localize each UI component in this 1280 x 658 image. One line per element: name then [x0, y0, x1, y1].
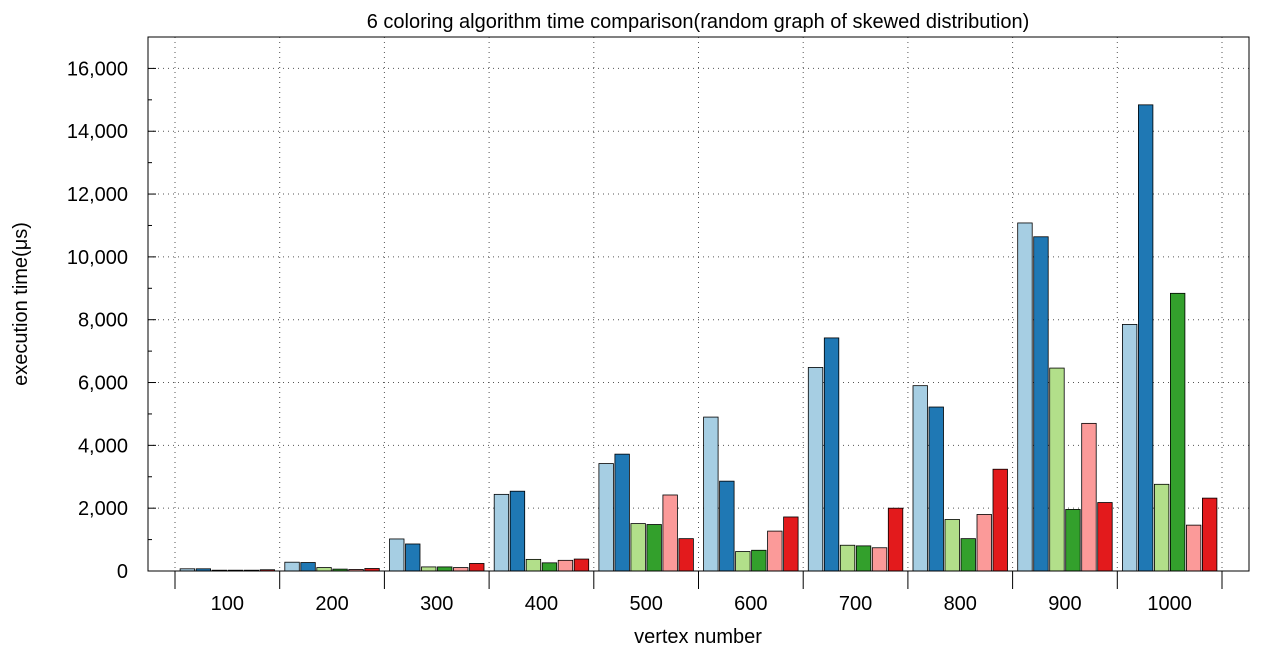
- bar: [557, 559, 574, 572]
- x-tick-label: 200: [315, 593, 348, 615]
- bar: [912, 385, 928, 572]
- bar: [1017, 222, 1033, 572]
- x-tick-label: 800: [944, 593, 977, 615]
- bar: [1186, 524, 1202, 572]
- bar: [541, 562, 558, 572]
- bar: [1154, 483, 1170, 572]
- y-tick-label: 2,000: [78, 498, 128, 520]
- x-tick-label: 100: [211, 593, 244, 615]
- bar: [703, 416, 719, 572]
- x-axis: 100 200 300 400 500 600 700 800 900 1000: [174, 571, 1223, 615]
- bar: [992, 468, 1008, 572]
- bar: [389, 538, 405, 572]
- bar: [1170, 292, 1186, 572]
- bar: [783, 516, 799, 572]
- y-tick-label: 4,000: [78, 435, 128, 457]
- x-tick-label: 900: [1048, 593, 1081, 615]
- y-tick-label: 8,000: [78, 310, 128, 332]
- bar: [767, 530, 783, 572]
- bar: [823, 337, 840, 572]
- bar: [509, 490, 526, 572]
- bar: [469, 563, 485, 572]
- bar: [493, 493, 510, 572]
- bar: [646, 524, 662, 572]
- bar: [871, 547, 888, 572]
- y-tick-label: 0: [117, 561, 128, 583]
- bar: [855, 545, 872, 572]
- bar: [1202, 497, 1218, 572]
- bar: [1081, 422, 1097, 572]
- y-tick-label: 10,000: [67, 247, 128, 269]
- y-tick-label: 12,000: [67, 184, 128, 206]
- bar: [630, 523, 646, 572]
- bar: [735, 551, 751, 572]
- bar: [928, 406, 944, 572]
- y-axis-label: execution time(μs): [10, 222, 32, 386]
- chart-title: 6 coloring algorithm time comparison(ran…: [367, 11, 1030, 33]
- bar: [525, 558, 542, 572]
- bar: [453, 567, 469, 572]
- bar: [1122, 324, 1138, 572]
- bar: [598, 463, 614, 572]
- bar: [662, 494, 678, 572]
- bar: [751, 549, 767, 572]
- bar: [1065, 509, 1081, 572]
- bar: [437, 566, 453, 572]
- bars-layer: [179, 104, 1218, 572]
- bar: [976, 514, 992, 572]
- x-axis-label: vertex number: [634, 626, 762, 648]
- x-tick-label: 400: [525, 593, 558, 615]
- bar: [839, 544, 856, 572]
- bar: [300, 562, 316, 572]
- bar: [1097, 502, 1113, 572]
- bar: [1033, 236, 1049, 572]
- bar: [284, 561, 300, 572]
- y-tick-label: 6,000: [78, 373, 128, 395]
- bar: [316, 567, 332, 572]
- grid-lines: [148, 37, 1249, 571]
- y-tick-label: 14,000: [67, 121, 128, 143]
- bar: [807, 367, 824, 572]
- bar: [573, 558, 590, 572]
- bar: [1049, 367, 1065, 572]
- bar: [678, 538, 694, 572]
- bar: [421, 566, 437, 572]
- x-tick-label: 1000: [1147, 593, 1192, 615]
- bar: [944, 519, 960, 572]
- bar: [887, 507, 904, 572]
- x-tick-label: 500: [629, 593, 662, 615]
- y-tick-label: 16,000: [67, 58, 128, 80]
- x-tick-label: 600: [734, 593, 767, 615]
- bar: [719, 480, 735, 572]
- bar: [1138, 104, 1154, 572]
- bar: [960, 538, 976, 572]
- x-tick-label: 300: [420, 593, 453, 615]
- x-tick-label: 700: [839, 593, 872, 615]
- bar: [405, 543, 421, 572]
- bar: [614, 453, 630, 572]
- y-axis: 0 2,000 4,000 6,000 8,000 10,000 12,000 14,000 1…: [67, 58, 156, 583]
